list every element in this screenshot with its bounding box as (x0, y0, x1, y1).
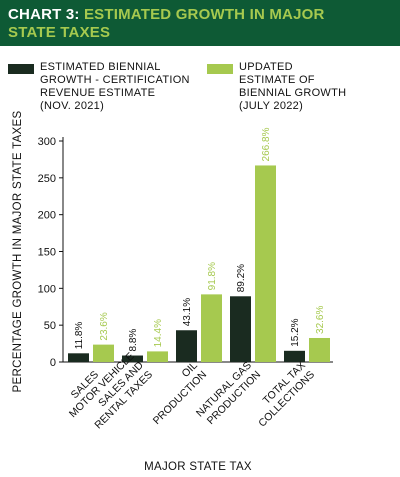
bar-certification (176, 330, 197, 362)
bar-updated (201, 294, 222, 362)
bar-certification (68, 353, 89, 362)
data-label-certification: 11.8% (74, 322, 85, 350)
y-tick-label: 250 (38, 173, 56, 185)
data-label-updated: 91.8% (207, 262, 218, 290)
data-label-certification: 15.2% (290, 318, 301, 346)
y-tick-label: 200 (38, 210, 56, 222)
bar-updated (93, 344, 114, 362)
y-tick-label: 100 (38, 283, 56, 295)
y-tick-label: 150 (38, 247, 56, 259)
data-label-certification: 43.1% (182, 298, 193, 326)
chart-header: CHART 3: ESTIMATED GROWTH IN MAJOR STATE… (0, 0, 400, 46)
bar-certification (122, 355, 143, 362)
bar-updated (309, 337, 330, 362)
legend-label-certification: ESTIMATED BIENNIAL GROWTH - CERTIFICATIO… (40, 61, 190, 112)
y-tick-label: 0 (50, 357, 56, 369)
x-category-label: NATURAL GASPRODUCTION (194, 359, 263, 428)
bar-updated (255, 165, 276, 362)
data-label-certification: 8.8% (128, 329, 139, 352)
data-label-updated: 14.4% (153, 319, 164, 347)
x-category-label: TOTAL TAXCOLLECTIONS (247, 359, 317, 429)
y-axis-title: PERCENTAGE GROWTH IN MAJOR STATE TAXES (12, 111, 24, 393)
legend-swatch-updated (207, 64, 233, 74)
bar-certification (230, 296, 251, 362)
data-label-updated: 23.6% (99, 312, 110, 340)
legend-swatch-certification (8, 64, 34, 74)
x-axis-title: MAJOR STATE TAX (144, 461, 252, 473)
bar-updated (147, 351, 168, 362)
legend-label-updated: UPDATED ESTIMATE OF BIENNIAL GROWTH (JUL… (239, 61, 347, 112)
y-tick-label: 50 (44, 320, 56, 332)
bar-certification (284, 350, 305, 362)
data-label-updated: 32.6% (315, 306, 326, 334)
chart-number: CHART 3: (8, 6, 84, 23)
chart-title-line-1: ESTIMATED GROWTH IN MAJOR (83, 6, 325, 23)
data-label-certification: 89.2% (236, 264, 247, 292)
chart-title-line-2: STATE TAXES (8, 24, 111, 41)
data-label-updated: 266.8% (261, 127, 272, 161)
chart-title: CHART 3: ESTIMATED GROWTH IN MAJOR STATE… (8, 6, 392, 42)
y-tick-label: 300 (38, 136, 56, 148)
